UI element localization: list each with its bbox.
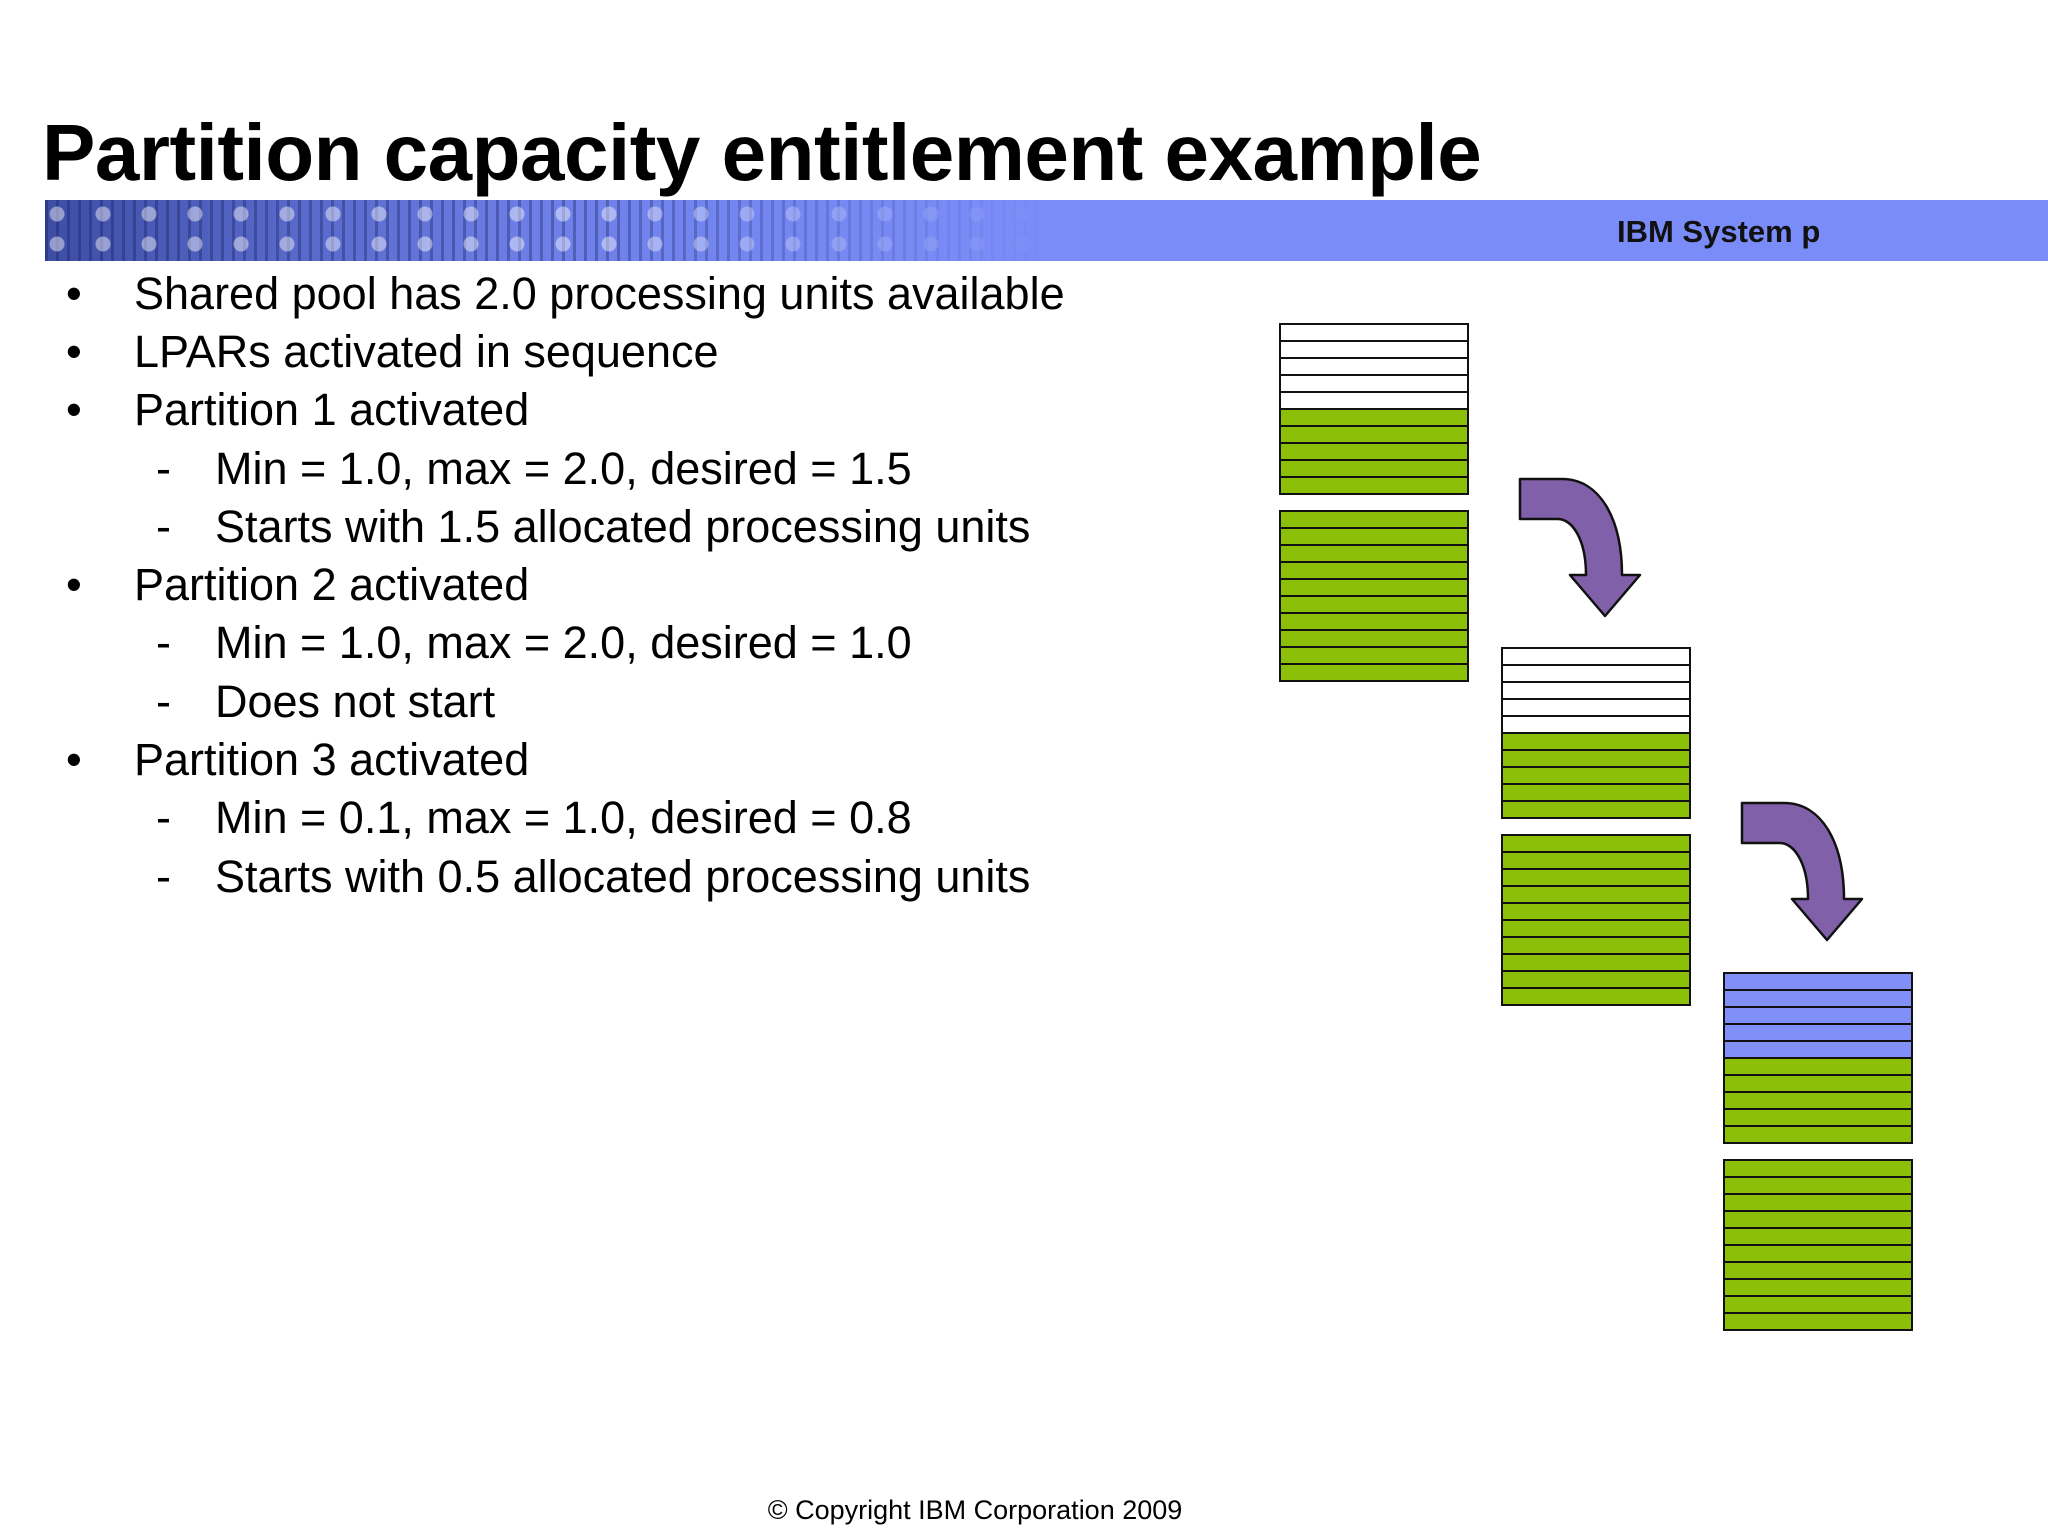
used-unit-row: [1501, 970, 1691, 989]
free-unit-row: [1279, 391, 1469, 410]
lower-capacity-block: [1279, 510, 1469, 682]
free-unit-row: [1501, 664, 1691, 683]
used-unit-row: [1279, 646, 1469, 665]
bullet-text: Starts with 1.5 allocated processing uni…: [215, 501, 1031, 552]
lower-capacity-block: [1723, 1159, 1913, 1331]
free-unit-row: [1279, 340, 1469, 359]
upper-capacity-block: [1723, 972, 1913, 1144]
dash-marker: -: [156, 617, 171, 668]
free-unit-row: [1279, 323, 1469, 342]
partition3-unit-row: [1723, 1006, 1913, 1025]
capacity-stage-3: [1723, 972, 1913, 1331]
used-unit-row: [1723, 1312, 1913, 1331]
dash-marker: -: [156, 851, 171, 902]
bullet-text: Starts with 0.5 allocated processing uni…: [215, 851, 1031, 902]
used-unit-row: [1723, 1176, 1913, 1195]
capacity-stage-2: [1501, 647, 1691, 1006]
used-unit-row: [1279, 527, 1469, 546]
slide-title: Partition capacity entitlement example: [42, 108, 1482, 197]
free-unit-row: [1501, 681, 1691, 700]
used-unit-row: [1279, 510, 1469, 529]
bullet-text: Partition 2 activated: [134, 559, 530, 610]
bullet-marker: •: [66, 384, 82, 435]
used-unit-row: [1279, 629, 1469, 648]
bullet-text: Min = 0.1, max = 1.0, desired = 0.8: [215, 792, 912, 843]
free-unit-row: [1501, 698, 1691, 717]
used-unit-row: [1501, 987, 1691, 1006]
used-unit-row: [1501, 851, 1691, 870]
brand-label: IBM System p: [1617, 214, 1821, 249]
used-unit-row: [1501, 732, 1691, 751]
used-unit-row: [1279, 425, 1469, 444]
used-unit-row: [1279, 544, 1469, 563]
used-unit-row: [1501, 800, 1691, 819]
used-unit-row: [1501, 868, 1691, 887]
used-unit-row: [1279, 663, 1469, 682]
bullet-marker: •: [66, 326, 82, 377]
used-unit-row: [1723, 1227, 1913, 1246]
used-unit-row: [1723, 1125, 1913, 1144]
curved-down-arrow-icon: [1518, 477, 1642, 618]
used-unit-row: [1279, 476, 1469, 495]
used-unit-row: [1501, 885, 1691, 904]
partition3-unit-row: [1723, 989, 1913, 1008]
banner-texture: [45, 200, 1045, 261]
free-unit-row: [1279, 357, 1469, 376]
bullet-text: Shared pool has 2.0 processing units ava…: [134, 268, 1065, 319]
used-unit-row: [1723, 1295, 1913, 1314]
upper-capacity-block: [1501, 647, 1691, 819]
capacity-stage-1: [1279, 323, 1469, 682]
copyright-footer: © Copyright IBM Corporation 2009: [767, 1495, 1183, 1525]
used-unit-row: [1501, 766, 1691, 785]
used-unit-row: [1279, 408, 1469, 427]
used-unit-row: [1501, 749, 1691, 768]
partition3-unit-row: [1723, 1023, 1913, 1042]
bullet-marker: •: [66, 734, 82, 785]
partition3-unit-row: [1723, 972, 1913, 991]
used-unit-row: [1723, 1091, 1913, 1110]
used-unit-row: [1501, 783, 1691, 802]
used-unit-row: [1723, 1244, 1913, 1263]
free-unit-row: [1279, 374, 1469, 393]
bullet-text: LPARs activated in sequence: [134, 326, 719, 377]
bullet-text: Min = 1.0, max = 2.0, desired = 1.5: [215, 443, 912, 494]
dash-marker: -: [156, 676, 171, 727]
bullet-text: Partition 1 activated: [134, 384, 530, 435]
bullet-marker: •: [66, 268, 82, 319]
used-unit-row: [1279, 595, 1469, 614]
used-unit-row: [1279, 442, 1469, 461]
dash-marker: -: [156, 443, 171, 494]
used-unit-row: [1723, 1108, 1913, 1127]
bullet-text: Does not start: [215, 676, 496, 727]
used-unit-row: [1279, 578, 1469, 597]
used-unit-row: [1279, 612, 1469, 631]
used-unit-row: [1723, 1057, 1913, 1076]
used-unit-row: [1501, 936, 1691, 955]
used-unit-row: [1501, 919, 1691, 938]
used-unit-row: [1279, 459, 1469, 478]
used-unit-row: [1723, 1261, 1913, 1280]
used-unit-row: [1501, 902, 1691, 921]
used-unit-row: [1723, 1210, 1913, 1229]
dash-marker: -: [156, 792, 171, 843]
used-unit-row: [1723, 1278, 1913, 1297]
free-unit-row: [1501, 647, 1691, 666]
bullet-text: Partition 3 activated: [134, 734, 530, 785]
used-unit-row: [1501, 834, 1691, 853]
curved-down-arrow-icon: [1740, 801, 1864, 942]
used-unit-row: [1723, 1074, 1913, 1093]
free-unit-row: [1501, 715, 1691, 734]
used-unit-row: [1723, 1193, 1913, 1212]
lower-capacity-block: [1501, 834, 1691, 1006]
used-unit-row: [1723, 1159, 1913, 1178]
bullet-text: Min = 1.0, max = 2.0, desired = 1.0: [215, 617, 912, 668]
bullet-marker: •: [66, 559, 82, 610]
header-banner: [45, 200, 2048, 261]
used-unit-row: [1279, 561, 1469, 580]
used-unit-row: [1501, 953, 1691, 972]
partition3-unit-row: [1723, 1040, 1913, 1059]
upper-capacity-block: [1279, 323, 1469, 495]
dash-marker: -: [156, 501, 171, 552]
